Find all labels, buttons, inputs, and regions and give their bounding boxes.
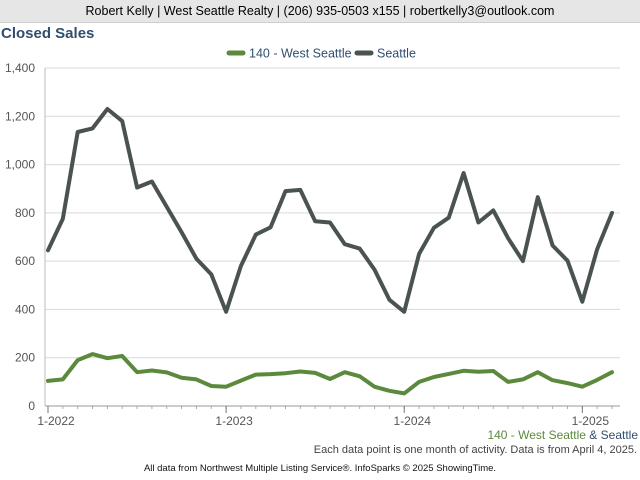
data-note: Each data point is one month of activity… [313,444,637,456]
x-tick-label: 1-2023 [215,414,253,428]
legend-label: Seattle [377,47,416,61]
y-tick-label: 600 [15,254,35,268]
series-line-seattle [46,107,614,314]
bottom-legend-ampersand: & [589,428,598,442]
y-tick-label: 1,000 [5,158,35,172]
contact-header-bar: Robert Kelly | West Seattle Realty | (20… [0,0,640,23]
x-tick-label: 1-2022 [37,414,75,428]
source-credit: All data from Northwest Multiple Listing… [143,463,497,474]
bottom-legend-seattle: Seattle [600,428,638,442]
y-tick-label: 400 [15,302,35,316]
chart-title: Closed Sales [1,25,95,42]
bottom-legend-west-seattle: 140 - West Seattle [487,428,586,442]
y-tick-label: 0 [28,399,35,413]
x-tick-label: 1-2024 [394,414,432,428]
y-tick-label: 800 [15,206,35,220]
y-tick-label: 1,200 [5,109,35,123]
y-tick-label: 200 [15,351,35,365]
contact-text: Robert Kelly | West Seattle Realty | (20… [85,4,555,18]
y-tick-label: 1,400 [5,61,35,75]
x-tick-label: 1-2025 [572,414,610,428]
bottom-legend: 140 - West Seattle & Seattle [487,428,638,442]
series-line-west-seattle [46,352,614,396]
legend-label: 140 - West Seattle [249,47,352,61]
